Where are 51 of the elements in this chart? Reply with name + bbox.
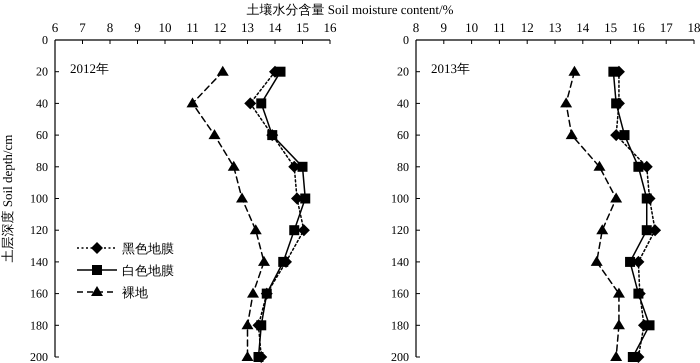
y-tick-label: 180 <box>30 318 48 332</box>
x-tick-label: 17 <box>660 20 674 35</box>
y-tick-label: 180 <box>391 318 409 332</box>
x-tick-label: 10 <box>465 20 478 35</box>
x-tick-label: 15 <box>296 20 309 35</box>
annotation: 2012年 <box>70 61 109 76</box>
x-tick-label: 16 <box>632 20 646 35</box>
legend-label: 裸地 <box>122 285 148 300</box>
x-tick-label: 11 <box>186 20 199 35</box>
y-tick-label: 80 <box>36 160 48 174</box>
x-tick-label: 8 <box>412 20 420 35</box>
y-tick-label: 80 <box>397 160 409 174</box>
x-tick-label: 8 <box>106 20 114 35</box>
x-tick-label: 11 <box>493 20 506 35</box>
x-tick-label: 14 <box>576 20 590 35</box>
y-tick-label: 40 <box>36 96 48 110</box>
x-tick-label: 12 <box>520 20 534 35</box>
y-tick-label: 0 <box>42 33 48 47</box>
y-tick-label: 60 <box>36 128 48 142</box>
y-tick-label: 40 <box>397 96 409 110</box>
y-tick-label: 200 <box>30 350 48 363</box>
y-tick-label: 120 <box>391 223 409 238</box>
x-tick-label: 14 <box>268 20 282 35</box>
y-tick-label: 120 <box>30 223 48 238</box>
x-tick-label: 9 <box>440 20 448 35</box>
x-tick-label: 6 <box>52 20 59 35</box>
x-tick-label: 7 <box>79 20 86 35</box>
x-tick-label: 15 <box>604 20 618 35</box>
y-tick-label: 140 <box>30 254 48 269</box>
y-axis-title: 土层深度 Soil depth/cm <box>0 134 15 262</box>
y-tick-label: 0 <box>403 33 409 47</box>
y-tick-label: 160 <box>391 286 409 301</box>
y-tick-label: 160 <box>30 286 48 301</box>
x-axis-title: 土壤水分含量 Soil moisture content/% <box>246 2 454 17</box>
y-tick-label: 60 <box>397 128 409 142</box>
legend-label: 黑色地膜 <box>122 241 174 256</box>
y-tick-label: 20 <box>397 64 409 79</box>
annotation: 2013年 <box>431 61 470 76</box>
x-tick-label: 13 <box>548 20 562 35</box>
y-tick-label: 140 <box>391 254 409 269</box>
y-tick-label: 100 <box>391 192 409 206</box>
y-tick-label: 200 <box>391 350 409 363</box>
x-tick-label: 10 <box>158 20 172 35</box>
legend-label: 白色地膜 <box>122 263 174 278</box>
x-tick-label: 18 <box>688 20 700 35</box>
x-tick-label: 12 <box>214 20 226 35</box>
y-tick-label: 100 <box>30 192 48 206</box>
x-tick-label: 13 <box>241 20 254 35</box>
y-tick-label: 20 <box>36 64 48 79</box>
x-tick-label: 16 <box>324 20 337 35</box>
x-tick-label: 9 <box>134 20 141 35</box>
